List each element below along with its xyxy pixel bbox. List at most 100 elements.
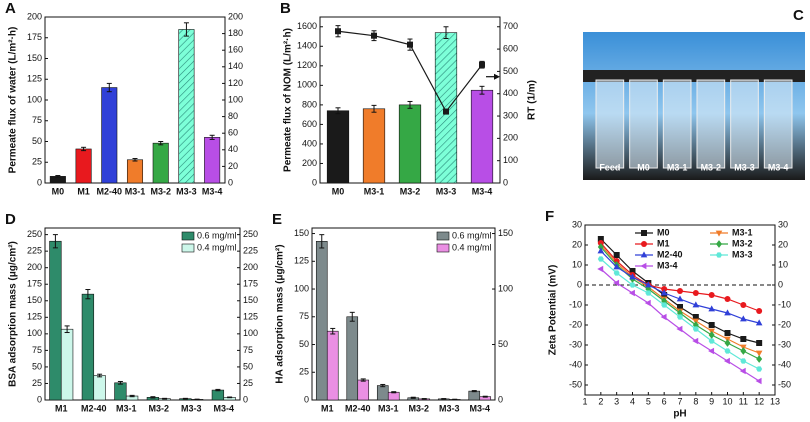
y2-tick-label: 125 <box>243 312 258 322</box>
error-bar <box>132 158 138 162</box>
panel-letter: D <box>5 211 16 228</box>
x-tick-label: 5 <box>646 396 651 406</box>
x-tick-label: M3-4 <box>472 186 493 196</box>
marker <box>629 273 636 280</box>
photo-label: M0 <box>637 162 650 172</box>
y2-tick-label: 0 <box>243 394 248 404</box>
bar <box>204 137 221 184</box>
x-tick-label: M3-1 <box>378 403 399 413</box>
x-tick-label: M3-2 <box>400 186 421 196</box>
marker <box>661 297 668 305</box>
y2-tick-label: 150 <box>498 228 513 238</box>
error-bar <box>215 388 221 392</box>
marker <box>692 314 699 320</box>
error-bar <box>81 146 87 152</box>
legend-swatch <box>436 231 450 241</box>
photo-label: M3-4 <box>768 162 789 172</box>
y2-tick-label: 40 <box>228 144 238 154</box>
y-tick-label: 125 <box>27 312 42 322</box>
bar <box>126 159 144 184</box>
error-bar <box>158 141 164 146</box>
y2-tick-label: 80 <box>228 111 238 121</box>
marker <box>677 309 683 317</box>
marker <box>597 236 604 242</box>
marker <box>724 330 731 336</box>
marker <box>739 367 746 375</box>
x-tick-label: M2-40 <box>81 403 107 413</box>
y2-tick-label: 120 <box>228 78 243 88</box>
x-tick-label: 2 <box>598 396 603 406</box>
marker <box>740 315 747 322</box>
y2-tick-label: 20 <box>778 239 788 249</box>
y-tick-label: 1200 <box>297 60 317 70</box>
y2-tick-label: 300 <box>503 110 518 120</box>
marker <box>613 263 620 270</box>
y2-tick-label: 175 <box>243 279 258 289</box>
photo-label: M3-3 <box>734 162 755 172</box>
bar <box>468 390 481 401</box>
y2-tick-label: -30 <box>778 339 791 349</box>
marker <box>692 326 699 332</box>
panel-letter: A <box>5 0 16 17</box>
vial <box>662 79 692 169</box>
marker <box>597 247 605 254</box>
bar <box>376 385 389 401</box>
y-tick-label: 200 <box>27 11 42 21</box>
bar <box>434 32 458 184</box>
y2-tick-label: 200 <box>503 133 518 143</box>
marker <box>677 288 683 294</box>
y2-tick-label: 600 <box>503 43 518 53</box>
marker <box>755 319 763 326</box>
y-tick-label: 225 <box>27 246 42 256</box>
y2-tick-label: 0 <box>228 177 233 187</box>
error-bar <box>479 85 485 95</box>
bar <box>101 87 118 184</box>
y-tick-label: 50 <box>32 361 42 371</box>
y2-tick-label: 30 <box>778 219 788 229</box>
y2-tick-label: -50 <box>778 379 791 389</box>
y2-axis-label: RT (1/m) <box>527 80 538 120</box>
marker <box>641 230 647 236</box>
plot-frame <box>311 227 496 401</box>
marker <box>443 108 449 115</box>
x-tick-label: M1 <box>77 186 90 196</box>
marker <box>724 296 731 302</box>
x-tick-label: 8 <box>693 396 698 406</box>
marker <box>756 366 763 372</box>
y-axis-label: BSA adsorption mass (μg/cm²) <box>8 241 19 387</box>
legend-label: M3-1 <box>732 227 753 237</box>
y-tick-label: 50 <box>32 136 42 146</box>
x-tick-label: M3-3 <box>181 403 202 413</box>
error-bar <box>129 394 135 398</box>
vial <box>696 79 726 169</box>
marker <box>677 314 683 320</box>
legend-label: 0.6 mg/ml <box>452 230 492 240</box>
legend-swatch <box>181 231 195 241</box>
legend-label: 0.4 mg/ml <box>452 242 492 252</box>
y-tick-label: 175 <box>27 32 42 42</box>
bar <box>315 241 328 401</box>
x-tick-label: M3-4 <box>469 403 490 413</box>
y2-tick-label: 160 <box>228 45 243 55</box>
y-tick-label: 75 <box>299 311 309 321</box>
bar <box>362 108 386 184</box>
error-bar <box>360 378 366 382</box>
marker <box>724 339 731 347</box>
marker <box>597 256 604 262</box>
y2-tick-label: 0 <box>498 394 503 404</box>
marker <box>597 243 604 251</box>
bar <box>75 148 92 184</box>
marker <box>715 230 723 237</box>
marker <box>692 301 700 308</box>
marker <box>597 265 604 273</box>
marker <box>644 299 651 307</box>
marker <box>692 290 699 296</box>
y-tick-label: 125 <box>294 256 309 266</box>
x-tick-label: 1 <box>582 396 587 406</box>
bar <box>398 104 422 184</box>
marker <box>661 286 668 292</box>
marker <box>661 302 668 308</box>
marker <box>479 61 485 68</box>
marker <box>640 262 647 270</box>
